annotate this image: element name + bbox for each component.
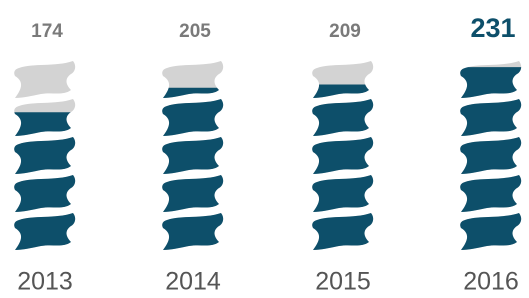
filled-stack	[312, 61, 373, 250]
value-label: 205	[179, 21, 211, 42]
value-label: 174	[31, 21, 63, 42]
x-tick-label: 2016	[463, 268, 519, 296]
value-label: 231	[470, 13, 515, 43]
x-tick-label: 2013	[17, 268, 73, 296]
value-label: 209	[329, 21, 361, 42]
chart: 174 2013 205 2014 209 2015 231 2016	[0, 0, 529, 298]
filled-stack	[162, 61, 223, 250]
filled-stack	[460, 61, 521, 250]
x-tick-label: 2014	[165, 268, 221, 296]
x-tick-label: 2015	[315, 268, 371, 296]
